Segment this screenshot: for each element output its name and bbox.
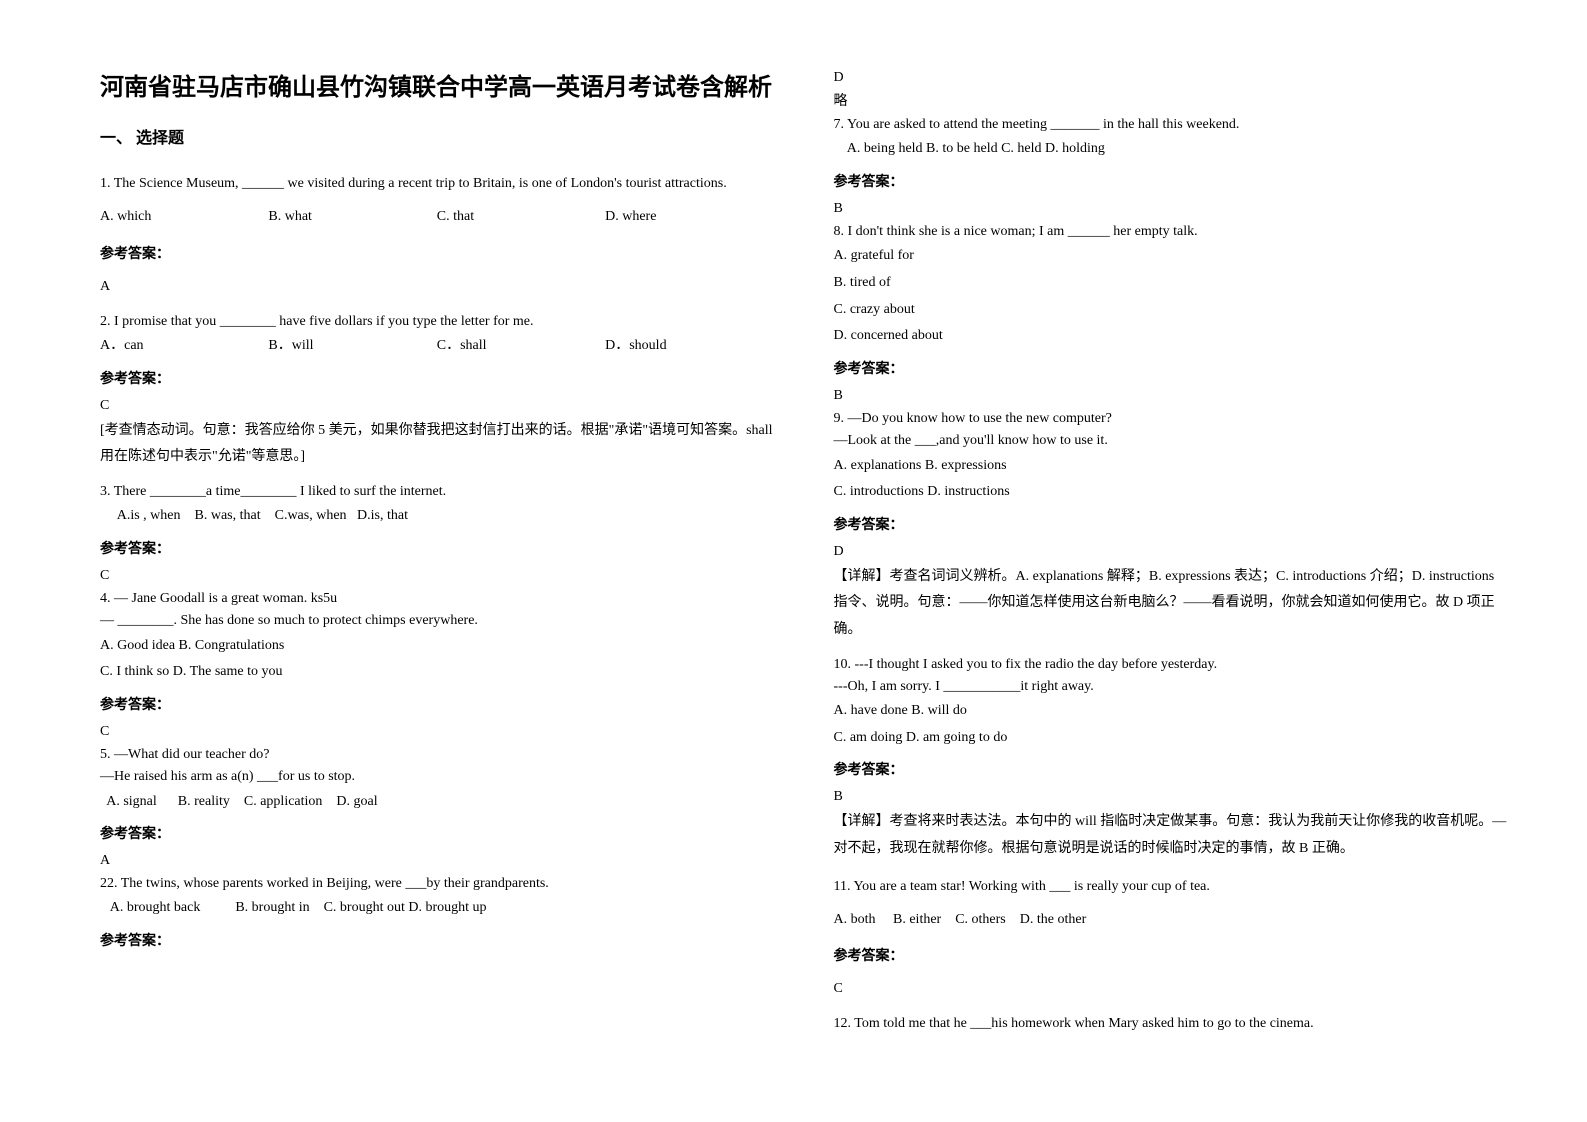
q10-line2: ---Oh, I am sorry. I ___________it right…: [834, 676, 1508, 698]
q3-stem: 3. There ________a time________ I liked …: [100, 481, 774, 503]
q11-stem: 11. You are a team star! Working with __…: [834, 873, 1508, 901]
q22-options: A. brought back B. brought in C. brought…: [100, 895, 774, 922]
q9-answer-label: 参考答案：: [834, 514, 1508, 534]
q9-answer: D: [834, 544, 1508, 560]
q8-optD: D. concerned about: [834, 323, 1171, 350]
q5-options: A. signal B. reality C. application D. g…: [100, 789, 774, 816]
q8-stem: 8. I don't think she is a nice woman; I …: [834, 221, 1508, 243]
q2-stem: 2. I promise that you ________ have five…: [100, 311, 774, 333]
q8-optB: B. tired of: [834, 270, 1171, 297]
q4-optionsAB: A. Good idea B. Congratulations: [100, 633, 774, 660]
question-9: 9. —Do you know how to use the new compu…: [834, 408, 1508, 506]
question-10: 10. ---I thought I asked you to fix the …: [834, 654, 1508, 752]
q9-line2: —Look at the ___,and you'll know how to …: [834, 430, 1508, 452]
q9-line1: 9. —Do you know how to use the new compu…: [834, 408, 1508, 430]
q2-answer: C: [100, 398, 774, 414]
q4-line1: 4. — Jane Goodall is a great woman. ks5u: [100, 588, 774, 610]
page-container: 河南省驻马店市确山县竹沟镇联合中学高一英语月考试卷含解析 一、 选择题 1. T…: [0, 0, 1587, 1084]
q1-optC: C. that: [437, 204, 605, 231]
q3-options: A.is , when B. was, that C.was, when D.i…: [100, 503, 774, 530]
q5-answer: A: [100, 853, 774, 869]
q1-answer-label: 参考答案：: [100, 243, 774, 263]
question-1: 1. The Science Museum, ______ we visited…: [100, 170, 774, 231]
q8-rowCD: C. crazy about D. concerned about: [834, 297, 1508, 350]
question-8: 8. I don't think she is a nice woman; I …: [834, 221, 1508, 350]
q8-optC: C. crazy about: [834, 297, 1171, 324]
q1-options: A. which B. what C. that D. where: [100, 204, 774, 231]
q4-line2: — ________. She has done so much to prot…: [100, 610, 774, 632]
q9-optsAB: A. explanations B. expressions: [834, 453, 1508, 480]
section-1-heading: 一、 选择题: [100, 124, 774, 148]
q22-answer-label: 参考答案：: [100, 930, 774, 950]
q2-optC: C．shall: [437, 333, 605, 360]
q5-answer-label: 参考答案：: [100, 823, 774, 843]
q11-answer: C: [834, 981, 1508, 997]
question-11: 11. You are a team star! Working with __…: [834, 873, 1508, 934]
exam-title: 河南省驻马店市确山县竹沟镇联合中学高一英语月考试卷含解析: [100, 70, 774, 106]
right-column: D 略 7. You are asked to attend the meeti…: [814, 70, 1508, 1044]
question-12: 12. Tom told me that he ___his homework …: [834, 1013, 1508, 1035]
question-22: 22. The twins, whose parents worked in B…: [100, 873, 774, 922]
q9-optsCD: C. introductions D. instructions: [834, 479, 1508, 506]
q2-optA: A．can: [100, 333, 268, 360]
q10-answer: B: [834, 789, 1508, 805]
q9-explanation: 【详解】考查名词词义辨析。A. explanations 解释；B. expre…: [834, 564, 1508, 644]
q1-optB: B. what: [268, 204, 436, 231]
q4-optionsCD: C. I think so D. The same to you: [100, 659, 774, 686]
q8-optA: A. grateful for: [834, 243, 1171, 270]
q22-stem: 22. The twins, whose parents worked in B…: [100, 873, 774, 895]
q2-optD: D．should: [605, 333, 773, 360]
q10-optsAB: A. have done B. will do: [834, 698, 1508, 725]
q10-answer-label: 参考答案：: [834, 759, 1508, 779]
q1-stem: 1. The Science Museum, ______ we visited…: [100, 170, 774, 198]
q10-optsCD: C. am doing D. am going to do: [834, 725, 1508, 752]
q4-answer: C: [100, 724, 774, 740]
q1-answer: A: [100, 279, 774, 295]
left-column: 河南省驻马店市确山县竹沟镇联合中学高一英语月考试卷含解析 一、 选择题 1. T…: [100, 70, 774, 1044]
question-7: 7. You are asked to attend the meeting _…: [834, 114, 1508, 163]
q7-stem: 7. You are asked to attend the meeting _…: [834, 114, 1508, 136]
q3-answer-label: 参考答案：: [100, 538, 774, 558]
question-5: 5. —What did our teacher do? —He raised …: [100, 744, 774, 815]
q2-options: A．can B．will C．shall D．should: [100, 333, 774, 360]
q12-stem: 12. Tom told me that he ___his homework …: [834, 1013, 1508, 1035]
q8-answer-label: 参考答案：: [834, 358, 1508, 378]
q7-answer: B: [834, 201, 1508, 217]
q11-answer-label: 参考答案：: [834, 945, 1508, 965]
q8-answer: B: [834, 388, 1508, 404]
q5-line2: —He raised his arm as a(n) ___for us to …: [100, 766, 774, 788]
question-3: 3. There ________a time________ I liked …: [100, 481, 774, 530]
colR-top-ans: D: [834, 70, 1508, 86]
q3-answer: C: [100, 568, 774, 584]
question-2: 2. I promise that you ________ have five…: [100, 311, 774, 360]
question-4: 4. — Jane Goodall is a great woman. ks5u…: [100, 588, 774, 686]
colR-top-lue: 略: [834, 90, 1508, 110]
q2-answer-label: 参考答案：: [100, 368, 774, 388]
q7-answer-label: 参考答案：: [834, 171, 1508, 191]
q1-optA: A. which: [100, 204, 268, 231]
q7-options: A. being held B. to be held C. held D. h…: [834, 136, 1508, 163]
q8-rowAB: A. grateful for B. tired of: [834, 243, 1508, 296]
q2-optB: B．will: [268, 333, 436, 360]
q10-line1: 10. ---I thought I asked you to fix the …: [834, 654, 1508, 676]
q11-options: A. both B. either C. others D. the other: [834, 907, 1508, 934]
q4-answer-label: 参考答案：: [100, 694, 774, 714]
q2-explanation: [考查情态动词。句意：我答应给你 5 美元，如果你替我把这封信打出来的话。根据"…: [100, 418, 774, 471]
q5-line1: 5. —What did our teacher do?: [100, 744, 774, 766]
q10-explanation: 【详解】考查将来时表达法。本句中的 will 指临时决定做某事。句意：我认为我前…: [834, 809, 1508, 862]
q1-optD: D. where: [605, 204, 773, 231]
